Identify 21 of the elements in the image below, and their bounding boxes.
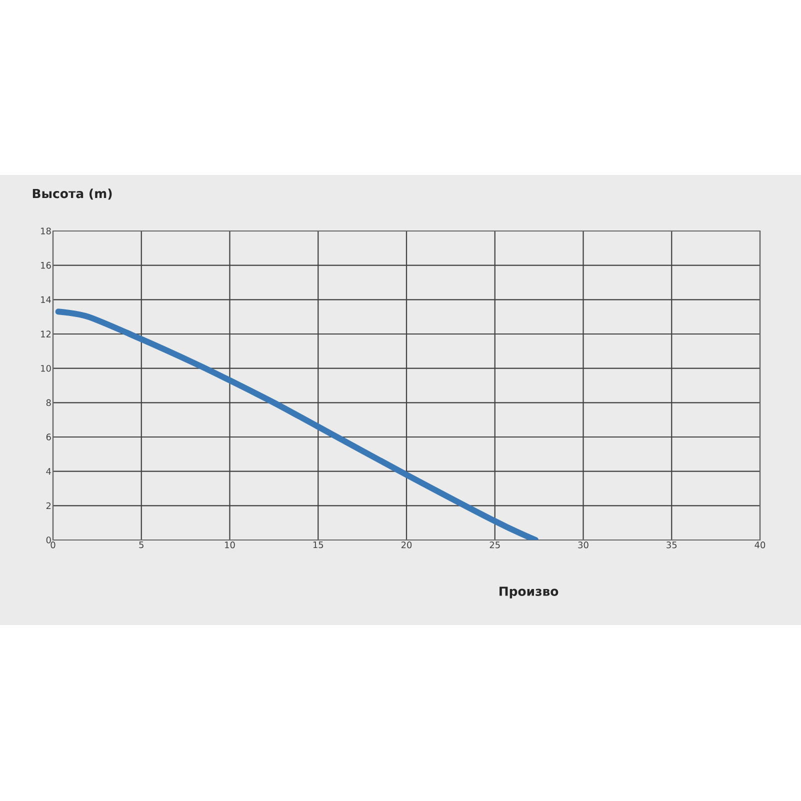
y-tick-label: 14 (41, 296, 51, 303)
x-tick-label: 15 (313, 542, 324, 548)
y-axis-title: Высота (m) (32, 188, 112, 200)
x-tick-label: 0 (50, 542, 56, 548)
x-tick-label: 20 (401, 542, 412, 548)
x-tick-label: 10 (225, 542, 235, 548)
y-tick-label: 4 (46, 468, 51, 475)
x-tick-label: 35 (666, 542, 677, 548)
y-tick-label: 12 (41, 330, 51, 338)
y-tick-label: 8 (46, 399, 51, 406)
x-tick-label: 25 (490, 542, 500, 548)
y-tick-label: 2 (46, 502, 51, 509)
y-tick-label: 18 (41, 228, 51, 234)
x-tick-label: 40 (754, 542, 766, 548)
x-tick-label: 30 (578, 542, 588, 548)
x-tick-label: 5 (139, 542, 144, 548)
y-tick-label: 16 (41, 262, 51, 269)
x-axis-title: Произво (500, 586, 558, 598)
y-tick-label: 10 (41, 364, 51, 372)
y-tick-label: 6 (46, 434, 51, 440)
y-tick-label: 0 (46, 536, 51, 544)
